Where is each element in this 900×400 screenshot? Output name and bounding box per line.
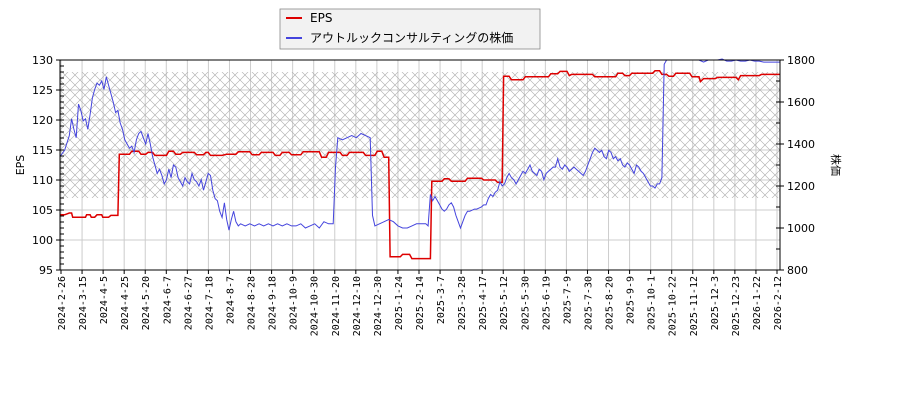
left-tick-label: 110 [32, 174, 53, 187]
x-tick-label: 2025-3-28 [457, 276, 468, 330]
x-tick-label: 2025-10-22 [668, 276, 679, 336]
x-tick-label: 2025-4-17 [478, 276, 489, 330]
x-tick-label: 2025-10-1 [647, 276, 658, 330]
x-tick-label: 2025-11-12 [689, 276, 700, 336]
x-tick-label: 2025-1-24 [394, 276, 405, 330]
x-tick-label: 2024-3-15 [78, 276, 89, 330]
x-tick-label: 2024-12-30 [373, 276, 384, 336]
x-tick-label: 2024-6-27 [183, 276, 194, 330]
legend: EPS アウトルックコンサルティングの株価 [279, 8, 541, 50]
x-tick-label: 2024-2-26 [57, 276, 68, 330]
left-tick-label: 120 [32, 114, 53, 127]
hatched-band [60, 72, 780, 198]
x-tick-label: 2025-9-9 [626, 276, 637, 324]
x-tick-label: 2024-10-9 [289, 276, 300, 330]
x-tick-label: 2024-4-5 [99, 276, 110, 324]
x-tick-label: 2024-5-20 [141, 276, 152, 330]
right-tick-label: 1000 [787, 222, 815, 235]
left-axis-title: EPS [14, 155, 27, 176]
left-tick-label: 105 [32, 204, 53, 217]
x-axis: 2024-2-26 2024-3-15 2024-4-5 2024-4-25 2024-… [57, 270, 784, 336]
x-tick-label: 2026-1-22 [752, 276, 763, 330]
x-tick-label: 2025-8-20 [605, 276, 616, 330]
series-lines [59, 58, 780, 260]
x-tick-label: 2025-7-30 [583, 276, 594, 330]
x-tick-label: 2024-4-25 [120, 276, 131, 330]
right-tick-label: 1200 [787, 180, 815, 193]
legend-box [279, 8, 541, 50]
right-axis-title: 株価 [829, 154, 843, 176]
x-tick-label: 2025-5-12 [499, 276, 510, 330]
x-tick-label: 2025-12-23 [731, 276, 742, 336]
left-tick-label: 115 [32, 144, 53, 157]
right-tick-label: 1400 [787, 138, 815, 151]
x-tick-label: 2024-11-20 [331, 276, 342, 336]
left-tick-label: 100 [32, 234, 53, 247]
right-y-axis: 800 1000 1200 1400 1600 1800 [776, 54, 815, 277]
legend-label-stock-price: アウトルックコンサルティングの株価 [310, 30, 513, 45]
x-tick-label: 2024-6-7 [162, 276, 173, 324]
x-tick-label: 2025-6-19 [541, 276, 552, 330]
x-tick-label: 2024-12-10 [352, 276, 363, 336]
left-tick-label: 130 [32, 54, 53, 67]
left-y-axis: 95 100 105 110 115 120 125 130 [32, 54, 64, 277]
x-tick-label: 2026-2-12 [773, 276, 784, 330]
right-tick-label: 1600 [787, 96, 815, 109]
x-tick-label: 2025-7-9 [562, 276, 573, 324]
x-tick-label: 2024-7-18 [204, 276, 215, 330]
legend-label-eps: EPS [310, 11, 332, 25]
left-tick-label: 125 [32, 84, 53, 97]
x-tick-label: 2024-10-30 [310, 276, 321, 336]
x-tick-label: 2025-12-3 [710, 276, 721, 330]
x-tick-label: 2024-8-28 [247, 276, 258, 330]
x-tick-label: 2025-5-30 [520, 276, 531, 330]
right-tick-label: 800 [787, 264, 808, 277]
x-tick-label: 2024-8-7 [225, 276, 236, 324]
x-tick-label: 2024-9-18 [268, 276, 279, 330]
x-tick-label: 2025-2-14 [415, 276, 426, 330]
left-tick-label: 95 [39, 264, 53, 277]
right-tick-label: 1800 [787, 54, 815, 67]
x-tick-label: 2025-3-7 [436, 276, 447, 324]
eps-line [60, 70, 780, 260]
stock-price-line [59, 58, 780, 231]
